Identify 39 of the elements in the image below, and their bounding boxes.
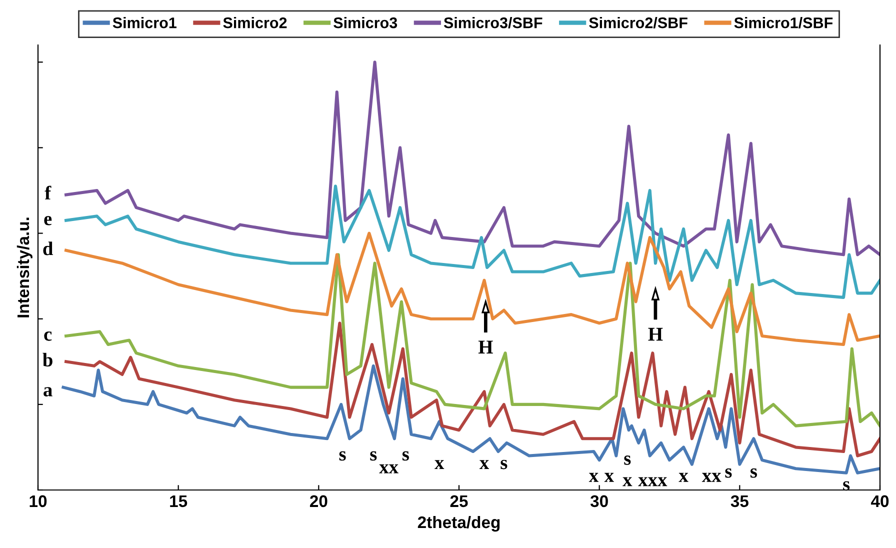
y-axis-title: Intensity/a.u. bbox=[16, 218, 32, 318]
annotation: x bbox=[604, 472, 614, 482]
annotation: s bbox=[370, 451, 377, 461]
annotation: s bbox=[402, 451, 409, 461]
annotation: H bbox=[478, 340, 493, 354]
annotation: e bbox=[44, 216, 52, 226]
annotation: xx bbox=[379, 464, 398, 474]
x-tick-label: 25 bbox=[450, 495, 468, 508]
annotation: s bbox=[725, 468, 732, 478]
x-tick-label: 15 bbox=[170, 495, 188, 508]
x-tick-label: 20 bbox=[310, 495, 328, 508]
annotation: xx bbox=[702, 472, 722, 482]
annotation: s bbox=[500, 460, 508, 470]
annotation: d bbox=[43, 242, 54, 256]
legend-label: Simicro3 bbox=[334, 17, 398, 28]
legend-label: Simicro1 bbox=[112, 17, 176, 28]
x-tick-label: 35 bbox=[730, 495, 748, 508]
annotation: x bbox=[678, 472, 688, 482]
annotation: x bbox=[434, 460, 444, 470]
annotation: xxx bbox=[638, 477, 668, 486]
x-tick-label: 40 bbox=[870, 495, 889, 508]
x-tick-label: 30 bbox=[590, 495, 608, 508]
annotation: a bbox=[44, 387, 52, 396]
annotation: s bbox=[624, 456, 631, 465]
annotation: f bbox=[44, 186, 52, 200]
legend-label: Simicro1/SBF bbox=[734, 17, 833, 28]
annotation: b bbox=[42, 352, 52, 366]
x-axis-title: 2theta/deg bbox=[418, 516, 500, 532]
annotation: x bbox=[588, 472, 598, 482]
legend-label: Simicro2/SBF bbox=[589, 17, 688, 28]
x-tick-label: 10 bbox=[30, 495, 47, 508]
annotation: c bbox=[44, 331, 52, 341]
annotation: s bbox=[750, 468, 758, 478]
annotation: x bbox=[622, 477, 632, 486]
legend-label: Simicro3/SBF bbox=[444, 17, 542, 28]
annotation: H bbox=[648, 328, 663, 341]
legend-label: Simicro2 bbox=[223, 17, 287, 28]
annotation: s bbox=[339, 451, 346, 461]
annotation: x bbox=[479, 460, 490, 470]
